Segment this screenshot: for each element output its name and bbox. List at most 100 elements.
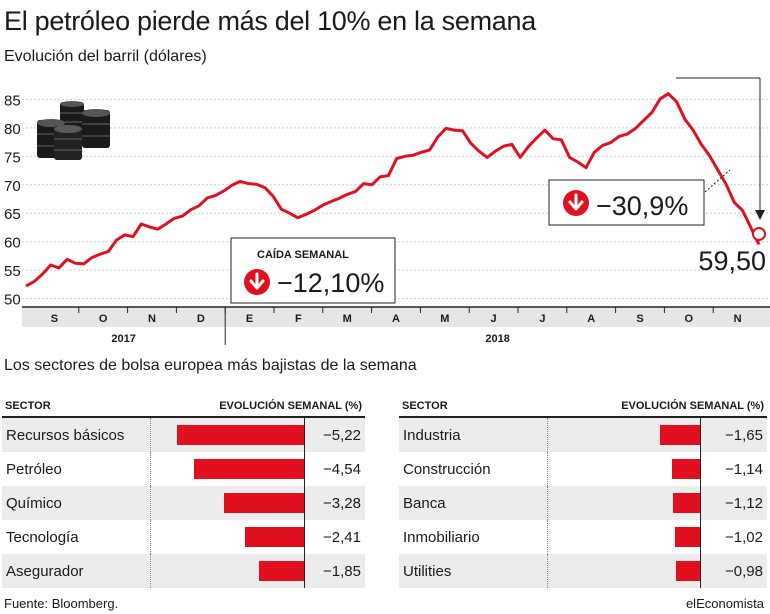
sector-bar	[224, 493, 304, 513]
month-label: A	[392, 313, 400, 325]
oil-barrels-icon	[37, 101, 110, 160]
month-label: O	[99, 313, 108, 325]
chart-grid	[22, 98, 770, 300]
sector-value: −4,54	[323, 461, 361, 478]
sector-name: Banca	[403, 495, 446, 512]
month-label: F	[295, 313, 302, 325]
sector-bar	[245, 527, 304, 547]
col-sector-header: SECTOR	[5, 400, 51, 412]
table-row: Inmobiliario −1,02	[399, 520, 767, 554]
total-drop-box: −30,9%	[548, 77, 765, 226]
source-note: Fuente: Bloomberg.	[4, 596, 119, 611]
sectors-title: Los sectores de bolsa europea más bajist…	[4, 357, 417, 374]
sector-value: −1,85	[323, 563, 361, 580]
table-row: Utilities −0,98	[399, 554, 767, 588]
month-label: M	[343, 313, 352, 325]
dotted-separator	[150, 486, 151, 520]
weekly-drop-value: −12,10%	[277, 268, 384, 298]
sector-name: Petróleo	[6, 461, 62, 478]
dotted-separator	[547, 418, 548, 452]
sector-bar	[259, 561, 304, 581]
y-tick-label: 70	[4, 178, 21, 195]
month-label: J	[539, 313, 545, 325]
y-tick-label: 55	[4, 263, 21, 280]
month-label: S	[51, 313, 58, 325]
month-label: A	[587, 313, 595, 325]
sectors-table-left: SECTOR EVOLUCIÓN SEMANAL (%) Recursos bá…	[2, 396, 365, 588]
dotted-separator	[547, 486, 548, 520]
down-arrow-icon	[244, 269, 270, 295]
sector-value: −1,12	[725, 495, 763, 512]
col-sector-header: SECTOR	[402, 400, 448, 412]
table-row: Asegurador −1,85	[2, 554, 365, 588]
sector-name: Químico	[6, 495, 62, 512]
sector-bar	[659, 425, 700, 445]
sector-name: Industria	[403, 427, 461, 444]
sector-value: −3,28	[323, 495, 361, 512]
table-row: Construcción −1,14	[399, 452, 767, 486]
sector-name: Inmobiliario	[403, 529, 480, 546]
sector-value: −1,65	[725, 427, 763, 444]
y-tick-label: 50	[4, 292, 21, 309]
zero-axis	[700, 554, 701, 588]
y-axis-labels: 50 55 60 65 70 75 80 85	[4, 92, 21, 308]
month-label: J	[491, 313, 497, 325]
dotted-separator	[150, 520, 151, 554]
down-arrow-icon	[563, 190, 589, 216]
total-drop-value: −30,9%	[596, 191, 688, 221]
sector-value: −1,02	[725, 529, 763, 546]
sector-bar	[676, 561, 700, 581]
y-tick-label: 60	[4, 235, 21, 252]
table-row: Petróleo −4,54	[2, 452, 365, 486]
table-header: SECTOR EVOLUCIÓN SEMANAL (%)	[399, 396, 767, 418]
zero-axis	[304, 520, 305, 554]
sector-name: Construcción	[403, 461, 491, 478]
price-line	[25, 92, 761, 288]
month-label: N	[148, 313, 156, 325]
sector-name: Tecnología	[6, 529, 79, 546]
table-row: Recursos básicos −5,22	[2, 418, 365, 452]
year-label: 2018	[485, 333, 509, 345]
y-tick-label: 85	[4, 92, 21, 109]
table-row: Químico −3,28	[2, 486, 365, 520]
dotted-separator	[547, 554, 548, 588]
sector-value: −1,14	[725, 461, 763, 478]
zero-axis	[700, 486, 701, 520]
sector-name: Recursos básicos	[6, 427, 125, 444]
zero-axis	[304, 418, 305, 452]
weekly-drop-label: CAÍDA SEMANAL	[257, 248, 349, 261]
table-header: SECTOR EVOLUCIÓN SEMANAL (%)	[2, 396, 365, 418]
zero-axis	[700, 418, 701, 452]
sector-value: −2,41	[323, 529, 361, 546]
y-tick-label: 75	[4, 149, 21, 166]
dotted-separator	[150, 554, 151, 588]
table-row: Banca −1,12	[399, 486, 767, 520]
sector-bar	[672, 459, 700, 479]
month-label: D	[197, 313, 205, 325]
dotted-separator	[547, 452, 548, 486]
last-value-label: 59,50	[698, 246, 766, 276]
chart-title: El petróleo pierde más del 10% en la sem…	[4, 6, 536, 36]
dotted-separator	[547, 520, 548, 554]
sector-name: Utilities	[403, 563, 452, 580]
month-label: O	[685, 313, 694, 325]
sector-bar	[177, 425, 304, 445]
sector-bar	[672, 493, 700, 513]
brand-logo: elEconomista	[685, 596, 764, 611]
zero-axis	[304, 486, 305, 520]
y-tick-label: 65	[4, 206, 21, 223]
zero-axis	[700, 520, 701, 554]
sector-bar	[675, 527, 700, 547]
month-label: S	[636, 313, 643, 325]
month-band	[22, 307, 770, 327]
table-row: Industria −1,65	[399, 418, 767, 452]
weekly-drop-box: CAÍDA SEMANAL −12,10%	[230, 237, 396, 304]
month-label: E	[246, 313, 253, 325]
dotted-separator	[150, 452, 151, 486]
month-label: N	[734, 313, 742, 325]
sector-bar	[193, 459, 304, 479]
year-label: 2017	[111, 333, 135, 345]
table-row: Tecnología −2,41	[2, 520, 365, 554]
sector-value: −0,98	[725, 563, 763, 580]
